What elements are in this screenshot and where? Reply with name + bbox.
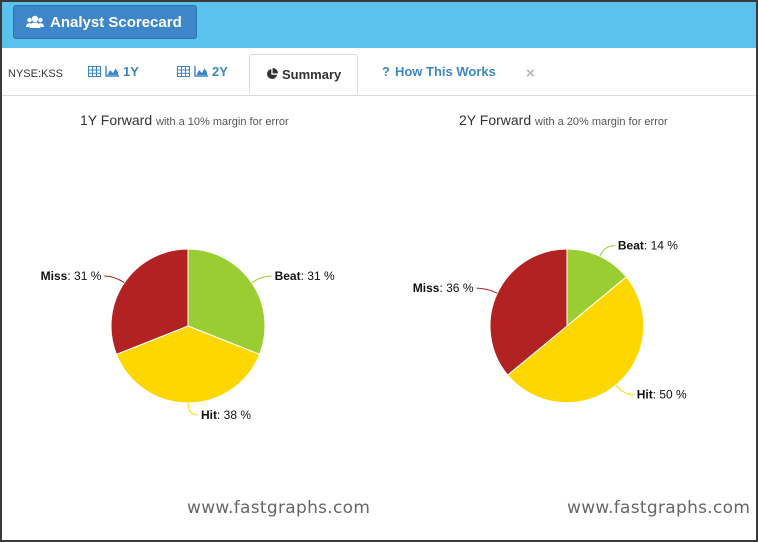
- pie-chart-icon: [267, 68, 278, 79]
- chart-1-title: 1Y Forward: [80, 112, 153, 128]
- chart-2-title: 2Y Forward: [459, 112, 532, 128]
- pie-1-slice-miss[interactable]: [110, 248, 189, 355]
- tab-1y-label: 1Y: [123, 63, 139, 79]
- analyst-scorecard-button[interactable]: Analyst Scorecard: [13, 5, 197, 39]
- pie-2-label-beat: Beat: 14 %: [618, 239, 678, 253]
- pie-2-slice-beat[interactable]: [566, 248, 628, 328]
- pie-1-label-hit: Hit: 38 %: [201, 408, 251, 422]
- tab-how-this-works[interactable]: ? How This Works: [382, 60, 496, 82]
- top-bar: Analyst Scorecard: [2, 2, 756, 48]
- area-chart-icon: [194, 65, 208, 77]
- tab-summary-label: Summary: [282, 66, 342, 82]
- watermark-right: www.fastgraphs.com: [567, 498, 751, 518]
- watermark-left: www.fastgraphs.com: [187, 498, 371, 518]
- tab-summary[interactable]: Summary: [249, 54, 359, 94]
- chart-1-subtitle: with a 10% margin for error: [156, 116, 289, 128]
- pie-1-label-beat: Beat: 31 %: [275, 269, 335, 283]
- pie-2-connector-hit: [615, 384, 634, 396]
- chart-1-title-block: 1Y Forward with a 10% margin for error: [80, 112, 289, 128]
- tab-1y[interactable]: 1Y: [88, 60, 139, 82]
- chart-2-subtitle: with a 20% margin for error: [535, 116, 668, 128]
- tab-how-label: How This Works: [394, 63, 496, 79]
- tab-2y-label: 2Y: [212, 63, 228, 79]
- close-icon[interactable]: ×: [526, 65, 535, 82]
- pie-1-slice-hit[interactable]: [115, 325, 261, 404]
- table-icon: [177, 65, 190, 77]
- pie-1-slice-beat[interactable]: [187, 248, 266, 355]
- pie-2-connector-beat: [599, 245, 615, 257]
- question-icon: ?: [382, 63, 390, 79]
- pie-2-label-miss: Miss: 36 %: [413, 281, 474, 295]
- chart-2-title-block: 2Y Forward with a 20% margin for error: [459, 112, 668, 128]
- pie-2-connector-miss: [476, 287, 498, 294]
- table-icon: [88, 65, 101, 77]
- tab-2y[interactable]: 2Y: [177, 60, 228, 82]
- app-title: Analyst Scorecard: [50, 13, 182, 31]
- pie-1-connector-hit: [187, 402, 199, 416]
- users-icon: [26, 15, 44, 28]
- tab-bar: NYSE:KSS 1Y: [2, 48, 756, 96]
- pie-1-connector-beat: [251, 275, 272, 284]
- pie-2-slice-hit[interactable]: [506, 276, 645, 404]
- pie-1-label-miss: Miss: 31 %: [41, 269, 102, 283]
- area-chart-icon: [105, 65, 119, 77]
- pie-2-label-hit: Hit: 50 %: [637, 388, 687, 402]
- pie-2-slice-miss[interactable]: [489, 248, 568, 376]
- pie-1-connector-miss: [104, 275, 125, 284]
- ticker-symbol: NYSE:KSS: [8, 68, 64, 80]
